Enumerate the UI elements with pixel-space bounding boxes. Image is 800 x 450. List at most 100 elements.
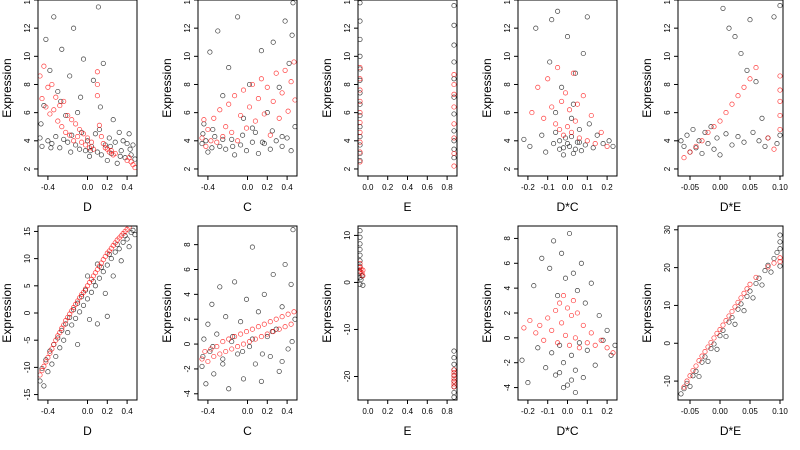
black-point: [55, 88, 61, 95]
red-point: [273, 70, 279, 76]
black-point: [211, 371, 217, 377]
black-point: [606, 138, 612, 144]
red-point: [223, 124, 229, 130]
black-point: [451, 128, 457, 134]
black-point: [358, 90, 363, 96]
red-point: [67, 132, 73, 138]
red-point: [559, 98, 565, 104]
red-point: [687, 373, 693, 379]
y-axis-title: Expression: [160, 58, 174, 117]
red-point: [557, 300, 563, 306]
red-point: [38, 372, 43, 378]
black-point: [547, 59, 553, 65]
black-point: [762, 268, 768, 274]
y-tick-label: 10: [183, 51, 192, 60]
red-point: [258, 334, 264, 340]
y-tick-label: 4: [663, 138, 672, 143]
black-point: [68, 149, 74, 155]
black-point: [549, 17, 555, 23]
red-point: [564, 305, 571, 311]
black-point: [88, 289, 95, 295]
red-point: [226, 336, 232, 342]
black-point: [576, 340, 582, 346]
red-point: [711, 335, 717, 341]
red-point: [47, 111, 53, 117]
red-point: [777, 98, 783, 104]
red-point: [57, 330, 63, 336]
data-points: [521, 8, 616, 158]
red-point: [557, 126, 563, 133]
red-point: [84, 283, 91, 289]
black-point: [80, 56, 87, 62]
red-point: [291, 309, 297, 315]
red-point: [94, 93, 100, 99]
black-point: [717, 333, 723, 339]
data-points: [678, 3, 783, 161]
black-point: [539, 255, 545, 261]
red-point: [699, 138, 705, 144]
red-point: [38, 73, 43, 79]
black-point: [451, 155, 457, 161]
red-point: [720, 322, 726, 328]
scatter-panel-9: -0.2 -0.1 0.0 0.1 0.2 -4 -2 0 2 4 6 8 D*C Expression: [480, 225, 618, 438]
red-point: [220, 339, 226, 345]
x-tick-label: 0.0: [562, 183, 574, 192]
y-tick-label: 12: [663, 23, 672, 32]
red-point: [537, 322, 543, 328]
black-point: [284, 135, 290, 141]
red-point: [53, 337, 59, 343]
black-point: [560, 385, 567, 391]
black-point: [358, 150, 363, 157]
black-point: [130, 227, 136, 233]
black-point: [580, 50, 586, 57]
x-tick-label: -0.4: [201, 407, 215, 416]
red-point: [744, 286, 750, 292]
red-point: [108, 148, 114, 154]
red-point: [451, 375, 457, 381]
black-point: [738, 50, 744, 57]
x-tick-label: 0.00: [712, 183, 728, 192]
black-point: [562, 275, 569, 281]
black-point: [38, 121, 44, 127]
y-tick-label: 12: [183, 23, 192, 32]
red-point: [358, 159, 363, 165]
black-point: [551, 238, 557, 244]
black-point: [527, 143, 533, 149]
data-points: [358, 0, 457, 169]
x-tick-label: -0.4: [201, 183, 215, 192]
red-point: [360, 267, 366, 273]
black-point: [73, 315, 79, 321]
red-point: [777, 126, 783, 133]
y-tick-label: -2: [183, 365, 192, 373]
red-point: [211, 353, 217, 360]
black-point: [270, 271, 276, 278]
y-axis-title: Expression: [0, 283, 14, 342]
y-axis-title: Expression: [160, 283, 174, 342]
black-point: [279, 134, 285, 140]
red-point: [741, 290, 747, 296]
red-point: [61, 322, 67, 328]
red-point: [562, 90, 569, 96]
y-tick-label: 2: [183, 316, 192, 321]
x-tick-label: 0.2: [262, 407, 274, 416]
black-point: [276, 84, 282, 90]
red-point: [229, 346, 235, 352]
y-tick-label: 8: [23, 82, 32, 87]
x-tick-label: -0.1: [541, 407, 555, 416]
black-point: [77, 309, 83, 315]
red-point: [702, 349, 708, 355]
black-point: [451, 138, 457, 144]
red-point: [741, 84, 747, 90]
x-tick-label: 0.2: [602, 183, 614, 192]
black-point: [582, 300, 588, 306]
black-point: [226, 386, 232, 392]
black-point: [199, 141, 205, 147]
black-point: [732, 34, 738, 40]
y-tick-label: 2: [343, 166, 352, 171]
black-point: [358, 112, 363, 119]
red-point: [777, 112, 783, 119]
red-point: [55, 118, 61, 124]
red-point: [598, 337, 604, 343]
x-tick-label: 0.2: [262, 183, 274, 192]
red-point: [687, 149, 693, 155]
